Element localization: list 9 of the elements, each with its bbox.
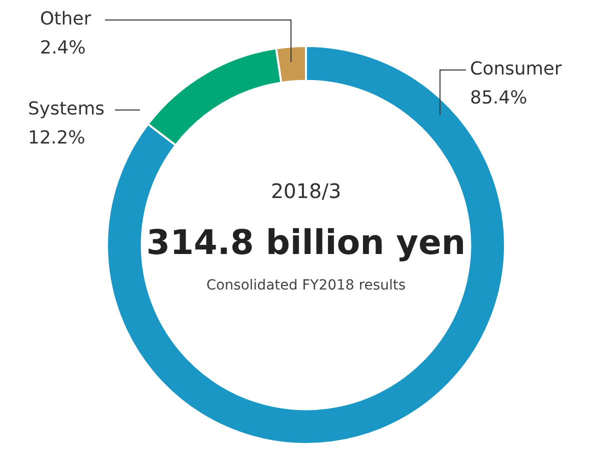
data-label: 2.4% — [40, 38, 86, 59]
text: Consolidated FY2018 results — [206, 278, 406, 294]
data-label: 85.4% — [470, 88, 528, 109]
text: 2018/3 — [270, 179, 342, 204]
slice-label: Other — [40, 8, 92, 30]
data-label: 12.2% — [28, 128, 86, 149]
text: 314.8 billion yen — [146, 222, 466, 263]
slice-label: Consumer — [470, 58, 562, 80]
slice-label: Systems — [28, 98, 104, 120]
